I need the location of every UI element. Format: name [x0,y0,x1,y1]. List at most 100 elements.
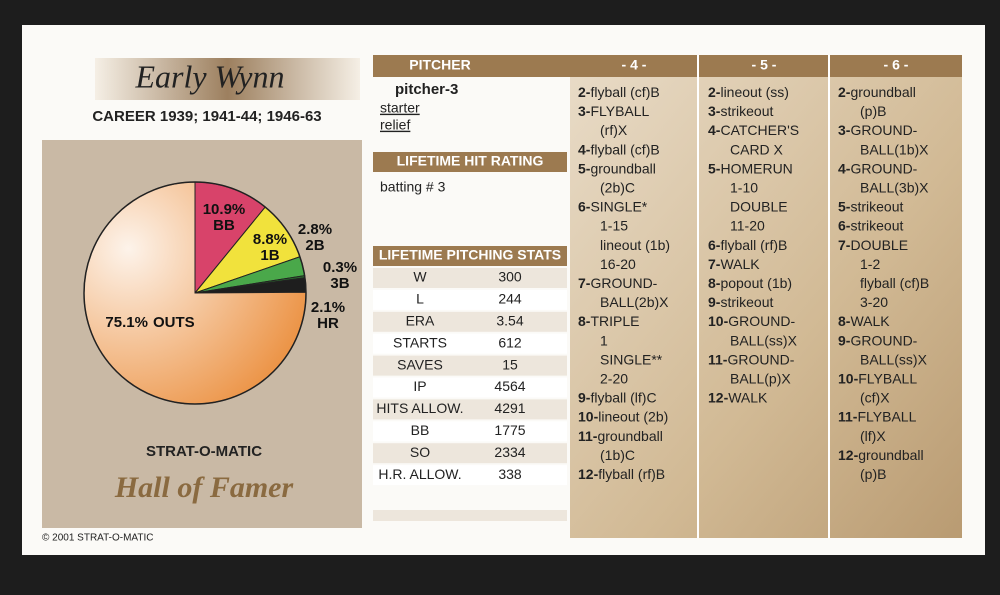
stat-row [373,268,567,288]
result-text: (cf)X [860,389,890,405]
result-line: BALL(2b)X [600,294,669,310]
result-line: 3-20 [860,294,888,310]
result-line: SINGLE** [600,351,663,367]
result-text: strikeout [850,198,903,214]
stat-label: W [413,269,427,285]
stat-row [373,399,567,420]
roll-number: 3- [838,122,851,138]
stat-value: 1775 [494,422,525,438]
roll-number: 2- [838,84,851,100]
result-line: 4-flyball (cf)B [578,141,660,157]
result-line: 2-flyball (cf)B [578,84,660,100]
roll-number: 11- [708,351,728,367]
result-line: 3-strikeout [708,103,773,119]
result-text: popout (1b) [720,275,792,291]
stat-row [373,377,567,398]
result-text: flyball (rf)B [720,237,787,253]
result-line: 5-groundball [578,160,656,176]
roll-number: 4- [578,141,591,157]
stat-label: BB [411,422,430,438]
brand: STRAT-O-MATIC [146,443,262,460]
result-text: GROUND- [850,122,917,138]
result-text: groundball [850,84,915,100]
roll-number: 8- [838,313,851,329]
result-text: (lf)X [860,428,886,444]
result-line: 8-TRIPLE [578,313,639,329]
roll-number: 12- [708,389,729,405]
result-line: 6-strikeout [838,217,903,233]
result-text: DOUBLE [850,237,908,253]
result-line: 8-WALK [838,313,890,329]
result-text: BALL(2b)X [600,294,669,310]
result-line: (p)B [860,466,886,482]
roll-number: 4- [708,122,721,138]
stat-row [373,465,567,486]
result-line: 2-lineout (ss) [708,84,789,100]
result-line: 12-groundball [838,447,924,463]
pie-value-label: 0.3% [323,259,357,276]
roll-number: 5- [578,160,591,176]
copyright: © 2001 STRAT-O-MATIC [42,533,153,544]
stat-row [373,311,567,332]
result-text: GROUND- [850,332,917,348]
roll-number: 2- [708,84,721,100]
result-text: flyball (cf)B [590,141,659,157]
hit-rating-bar [373,152,567,172]
result-line: BALL(1b)X [860,141,929,157]
hall-of-famer: Hall of Famer [114,471,294,504]
stats-header: LIFETIME PITCHING STATS [379,247,561,263]
result-text: groundball [597,428,662,444]
stat-value: 612 [498,334,522,350]
result-text: lineout (1b) [600,237,670,253]
stat-value: 4291 [494,400,525,416]
result-text: lineout (ss) [720,84,788,100]
pie-category: OUTS [153,314,195,331]
stat-label: SO [410,444,430,460]
stat-row [373,443,567,464]
pie-value-label: 75.1% [105,314,148,331]
result-text: FLYBALL [858,370,917,386]
roll-number: 6- [708,237,721,253]
pie-value-label: 10.9% [203,201,246,218]
result-line: (p)B [860,103,886,119]
pie-category: BB [213,217,235,234]
result-text: (p)B [860,466,886,482]
stat-label: IP [413,378,426,394]
roll-number: 5- [838,198,851,214]
result-text: GROUND- [590,275,657,291]
role: starter [380,100,420,116]
result-text: SINGLE* [590,198,647,214]
stat-value: 15 [502,356,518,372]
player-name: Early Wynn [134,58,284,94]
result-text: flyball (cf)B [860,275,929,291]
result-text: CARD X [730,141,784,157]
result-text: lineout (2b) [598,408,668,424]
result-text: GROUND- [727,351,794,367]
result-text: 16-20 [600,256,636,272]
result-line: 10-lineout (2b) [578,408,668,424]
result-line: BALL(ss)X [860,351,928,367]
column-header: - 4 - [622,57,647,73]
result-text: strikeout [720,103,773,119]
result-line: 16-20 [600,256,636,272]
result-text: HOMERUN [720,160,792,176]
result-text: groundball [858,447,923,463]
result-text: (rf)X [600,122,628,138]
result-line: 11-groundball [578,428,663,444]
result-line: 1-2 [860,256,880,272]
pie-category: 3B [330,275,349,292]
roll-number: 10- [708,313,729,329]
roll-number: 3- [578,103,591,119]
result-text: WALK [728,389,768,405]
roll-number: 9- [578,389,591,405]
result-text: BALL(ss)X [860,351,928,367]
result-line: BALL(ss)X [730,332,798,348]
result-line: 10-FLYBALL [838,370,917,386]
roll-number: 6- [838,217,851,233]
result-text: FLYBALL [590,103,649,119]
roll-number: 7- [708,256,721,272]
stripe [373,510,567,521]
name-banner [95,58,360,100]
roll-number: 9- [708,294,721,310]
stat-label: ERA [406,313,435,329]
